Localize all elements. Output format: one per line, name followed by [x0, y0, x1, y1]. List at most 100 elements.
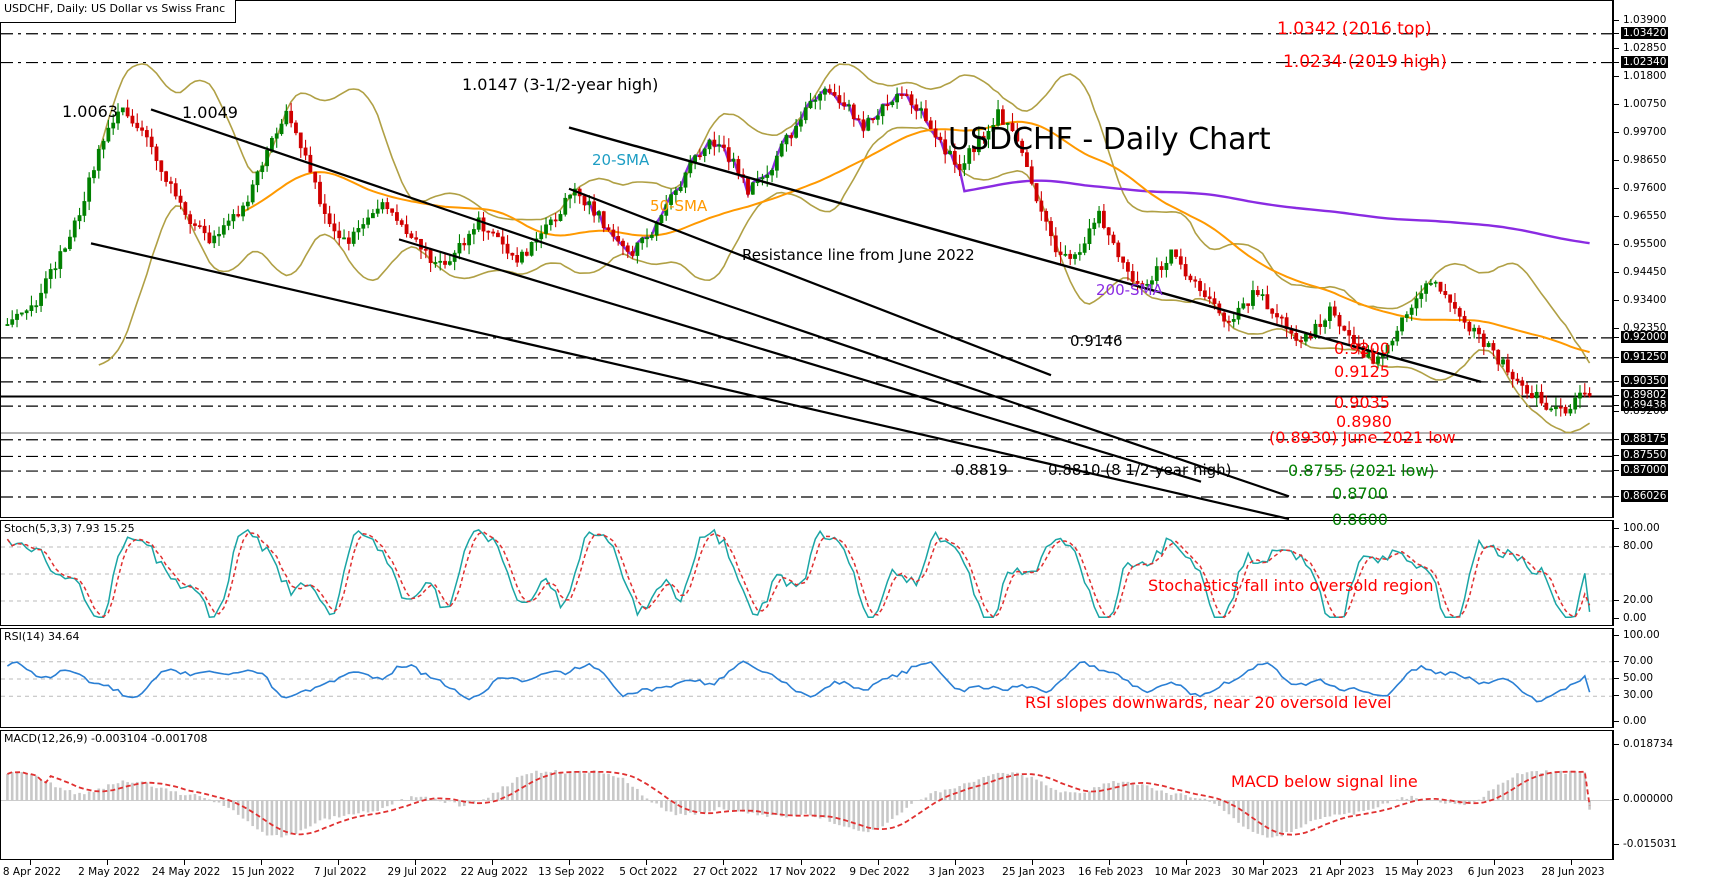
price-axis-label: 0.92000: [1621, 330, 1669, 343]
axis-tick-mark: [1614, 844, 1619, 845]
axis-tick-mark: [1614, 271, 1619, 273]
annotation-0-8755: 0.8755 (2021 low): [1288, 461, 1435, 480]
date-tick-mark: [1416, 860, 1418, 865]
axis-tick-mark: [1614, 395, 1619, 397]
annotation-rsi: RSI slopes downwards, near 20 oversold l…: [1025, 693, 1392, 712]
date-axis-label: 10 Mar 2023: [1154, 866, 1222, 878]
price-chart-panel[interactable]: [0, 0, 1613, 521]
axis-tick-mark: [1614, 546, 1619, 547]
annotation-stochastics: Stochastics fall into oversold region: [1148, 576, 1434, 595]
date-tick-mark: [569, 860, 571, 865]
axis-tick-mark: [1614, 496, 1619, 497]
rsi-canvas: [1, 660, 1612, 703]
price-axis-label: 0.99700: [1623, 125, 1667, 138]
date-axis-label: 24 May 2022: [151, 866, 221, 878]
rsi-axis-label: 30.00: [1623, 689, 1654, 702]
axis-tick-mark: [1614, 20, 1619, 21]
annotation-0-9200: 0.9200: [1334, 339, 1390, 358]
price-axis-label: 0.87550: [1621, 449, 1669, 462]
page-title: USDCHF - Daily Chart: [948, 122, 1271, 157]
macd-header: MACD(12,26,9) -0.003104 -0.001708: [4, 732, 208, 745]
axis-tick-mark: [1614, 635, 1619, 636]
date-axis-label: 13 Sep 2022: [538, 866, 605, 878]
stochastics-axis[interactable]: 100.00 80.00 20.00 0.00: [1613, 520, 1725, 626]
date-axis-label: 27 Oct 2022: [692, 866, 758, 878]
axis-tick-mark: [1614, 799, 1619, 801]
date-tick-mark: [800, 860, 802, 865]
stochastics-axis-label: 20.00: [1623, 594, 1654, 606]
price-axis[interactable]: 1.03900 1.03420 1.02850 1.02340 1.01800 1.007…: [1613, 0, 1725, 518]
annotation-1-0063: 1.0063: [62, 102, 118, 121]
stochastics-canvas: [1, 528, 1612, 619]
rsi-header: RSI(14) 34.64: [4, 630, 80, 643]
date-axis-label: 28 Jun 2023: [1541, 866, 1605, 878]
date-axis-label: 6 Jun 2023: [1467, 866, 1525, 878]
stochastics-axis-label: 80.00: [1623, 540, 1654, 552]
date-tick-mark: [1108, 860, 1110, 865]
window-title: USDCHF, Daily: US Dollar vs Swiss Franc: [4, 2, 226, 15]
date-axis-label: 8 Apr 2022: [2, 866, 62, 878]
annotation-0-8700: 0.8700: [1332, 484, 1388, 503]
rsi-axis[interactable]: 100.00 70.00 50.00 30.00 0.00: [1613, 628, 1725, 728]
annotation-0-8819: 0.8819: [955, 461, 1008, 479]
price-axis-label: 0.87000: [1621, 464, 1669, 477]
annotation-0-8980: 0.8980: [1336, 412, 1392, 431]
axis-tick-mark: [1614, 103, 1619, 105]
date-tick-mark: [1185, 860, 1187, 865]
annotation-0-8810: 0.8810 (8 1/2-year high): [1048, 461, 1232, 479]
price-axis-label: 0.88175: [1621, 432, 1669, 445]
price-axis-label: 0.92350: [1623, 321, 1667, 334]
price-axis-label: 0.96550: [1623, 209, 1667, 222]
macd-axis-label: 0.000000: [1623, 793, 1674, 806]
axis-tick-mark: [1614, 32, 1619, 34]
axis-tick-mark: [1614, 411, 1619, 413]
rsi-axis-label: 0.00: [1623, 715, 1647, 727]
date-tick-mark: [184, 860, 186, 865]
date-axis-label: 15 Jun 2022: [231, 866, 295, 878]
axis-tick-mark: [1614, 327, 1619, 329]
date-axis-label: 22 Aug 2022: [460, 866, 528, 878]
chart-title-box: [0, 0, 236, 23]
date-tick-mark: [1339, 860, 1341, 865]
price-axis-label: 0.89802: [1621, 389, 1669, 402]
annotation-1-0342: 1.0342 (2016 top): [1277, 19, 1432, 39]
annotation-50-sma: 50-SMA: [650, 197, 708, 215]
date-tick-mark: [1031, 860, 1033, 865]
date-tick-mark: [1571, 860, 1572, 865]
axis-tick-mark: [1614, 721, 1619, 722]
date-tick-mark: [646, 860, 648, 865]
stochastics-header: Stoch(5,3,3) 7.93 15.25: [4, 522, 135, 535]
date-axis-label: 16 Feb 2023: [1078, 866, 1144, 878]
rsi-panel[interactable]: [0, 628, 1613, 728]
annotation-1-0049: 1.0049: [182, 103, 238, 122]
date-axis-label: 17 Nov 2022: [768, 866, 837, 878]
axis-tick-mark: [1614, 47, 1619, 49]
price-axis-label: 0.93400: [1623, 293, 1667, 306]
macd-canvas: [1, 770, 1612, 838]
price-axis-label: 1.00750: [1623, 97, 1667, 110]
macd-panel[interactable]: [0, 730, 1613, 860]
date-tick-mark: [415, 860, 417, 865]
price-axis-label: 1.02340: [1621, 55, 1669, 68]
axis-tick-mark: [1614, 470, 1619, 472]
price-axis-label: 1.01800: [1623, 69, 1667, 82]
date-axis-label: 5 Oct 2022: [619, 866, 678, 878]
date-tick-mark: [338, 860, 340, 865]
axis-tick-mark: [1614, 215, 1619, 217]
stochastics-panel[interactable]: [0, 520, 1613, 626]
price-axis-label: 0.91250: [1621, 350, 1669, 363]
axis-tick-mark: [1614, 660, 1619, 662]
price-axis-label: 0.86026: [1621, 490, 1669, 502]
date-axis[interactable]: 8 Apr 2022 2 May 2022 24 May 2022 15 Jun 20…: [0, 860, 1613, 888]
macd-axis-label: -0.015031: [1623, 838, 1677, 850]
date-tick-mark: [261, 860, 263, 865]
macd-axis[interactable]: 0.018734 0.000000 -0.015031: [1613, 730, 1725, 860]
date-axis-label: 2 May 2022: [78, 866, 140, 878]
rsi-axis-label: 70.00: [1623, 654, 1654, 667]
price-axis-label: 0.97600: [1623, 181, 1667, 194]
date-tick-mark: [107, 860, 109, 865]
price-axis-label: 1.03900: [1623, 14, 1667, 26]
axis-tick-mark: [1614, 744, 1619, 745]
price-axis-label: 0.98650: [1623, 153, 1667, 166]
